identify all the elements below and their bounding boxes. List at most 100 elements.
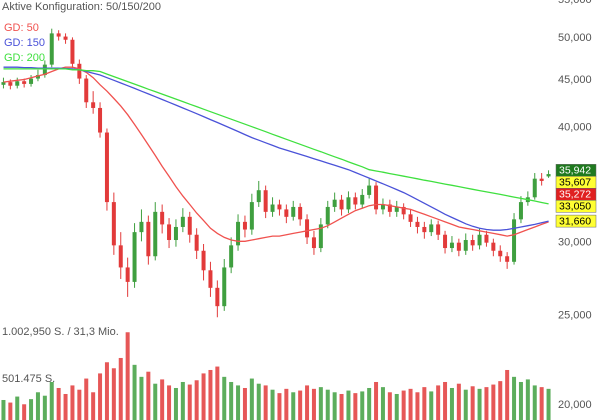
candle-body	[35, 75, 40, 79]
candle-body	[353, 197, 358, 205]
volume-bar	[8, 402, 13, 420]
volume-bar	[284, 388, 289, 420]
candle-body	[470, 240, 475, 246]
volume-bar	[242, 387, 247, 420]
volume-bar	[98, 373, 103, 420]
volume-bar	[512, 376, 517, 420]
candle-body	[187, 216, 192, 235]
candle-body	[29, 78, 34, 84]
candle-body	[380, 204, 385, 210]
y-tick-label: 20,000	[558, 399, 592, 411]
volume-bar	[15, 396, 20, 420]
candle-body	[518, 202, 523, 220]
candle-body	[249, 202, 254, 230]
volume-bar	[256, 383, 261, 420]
candle-body	[532, 178, 537, 198]
candle-body	[70, 39, 75, 64]
volume-bar	[470, 386, 475, 420]
volume-bar	[118, 357, 123, 420]
volume-bar	[429, 391, 434, 420]
candle-body	[242, 221, 247, 230]
volume-bar	[153, 383, 158, 420]
candle-body	[160, 211, 165, 225]
price-panel	[1, 28, 551, 318]
volume-bar	[63, 393, 68, 420]
candle-body	[298, 206, 303, 220]
candle-body	[449, 242, 454, 249]
value-label: 33,050	[559, 201, 591, 213]
candle-body	[325, 206, 330, 225]
volume-bar	[325, 389, 330, 420]
candle-body	[1, 82, 6, 85]
candle-body	[443, 234, 448, 249]
candle-body	[263, 190, 268, 212]
candle-body	[311, 237, 316, 249]
volume-bar	[270, 389, 275, 420]
ma-line	[3, 68, 549, 205]
candle-body	[201, 250, 206, 271]
candle-body	[180, 216, 185, 227]
candle-body	[270, 204, 275, 212]
volume-bar	[125, 332, 130, 420]
volume-bar	[167, 385, 172, 420]
candle-body	[436, 224, 441, 235]
candle-body	[153, 211, 158, 257]
candle-body	[146, 221, 151, 257]
volume-bar	[29, 399, 34, 420]
candle-body	[111, 202, 116, 246]
candle-body	[291, 206, 296, 217]
candle-body	[415, 221, 420, 227]
candle-body	[42, 64, 47, 76]
candle-body	[236, 221, 241, 246]
candle-body	[477, 234, 482, 246]
volume-bar	[380, 387, 385, 420]
volume-bar	[415, 392, 420, 420]
candle-body	[401, 206, 406, 215]
value-label: 35,942	[559, 165, 591, 177]
candle-body	[104, 132, 109, 203]
candle-body	[8, 82, 13, 86]
chart-title: Aktive Konfiguration: 50/150/200	[2, 1, 161, 13]
volume-bar	[394, 393, 399, 420]
volume-bar	[263, 385, 268, 420]
candle-body	[22, 81, 27, 84]
candle-body	[387, 204, 392, 212]
ma-line	[3, 66, 549, 231]
candle-body	[173, 226, 178, 241]
y-tick-label: 30,000	[558, 237, 592, 249]
y-tick-label: 25,000	[558, 310, 592, 322]
volume-bar	[525, 379, 530, 420]
volume-bar	[49, 381, 54, 420]
volume-bar	[546, 388, 551, 420]
candle-body	[305, 219, 310, 238]
candle-body	[491, 242, 496, 251]
volume-bar	[443, 381, 448, 420]
volume-bar	[374, 381, 379, 420]
legend-label: GD: 200	[4, 52, 45, 64]
candle-body	[339, 199, 344, 210]
volume-bar	[456, 383, 461, 420]
value-label-box	[555, 214, 597, 228]
candle-body	[63, 36, 68, 40]
y-tick-label: 50,000	[558, 32, 592, 44]
candle-body	[512, 219, 517, 262]
volume-tick-label: 501.475 S.	[2, 373, 55, 385]
candle-body	[505, 256, 510, 262]
candle-body	[367, 185, 372, 195]
volume-bar	[401, 390, 406, 420]
candle-body	[84, 78, 89, 103]
volume-bar	[463, 389, 468, 420]
volume-bar	[491, 384, 496, 420]
y-tick-label: 45,000	[558, 74, 592, 86]
candle-body	[284, 209, 289, 217]
candle-body	[456, 242, 461, 251]
value-label: 35,272	[559, 189, 591, 201]
candle-body	[360, 194, 365, 205]
volume-bar	[201, 373, 206, 420]
volume-bar	[132, 364, 137, 420]
volume-bar	[539, 387, 544, 420]
volume-bar	[22, 404, 27, 420]
candle-body	[229, 245, 234, 268]
volume-bar	[91, 392, 96, 420]
